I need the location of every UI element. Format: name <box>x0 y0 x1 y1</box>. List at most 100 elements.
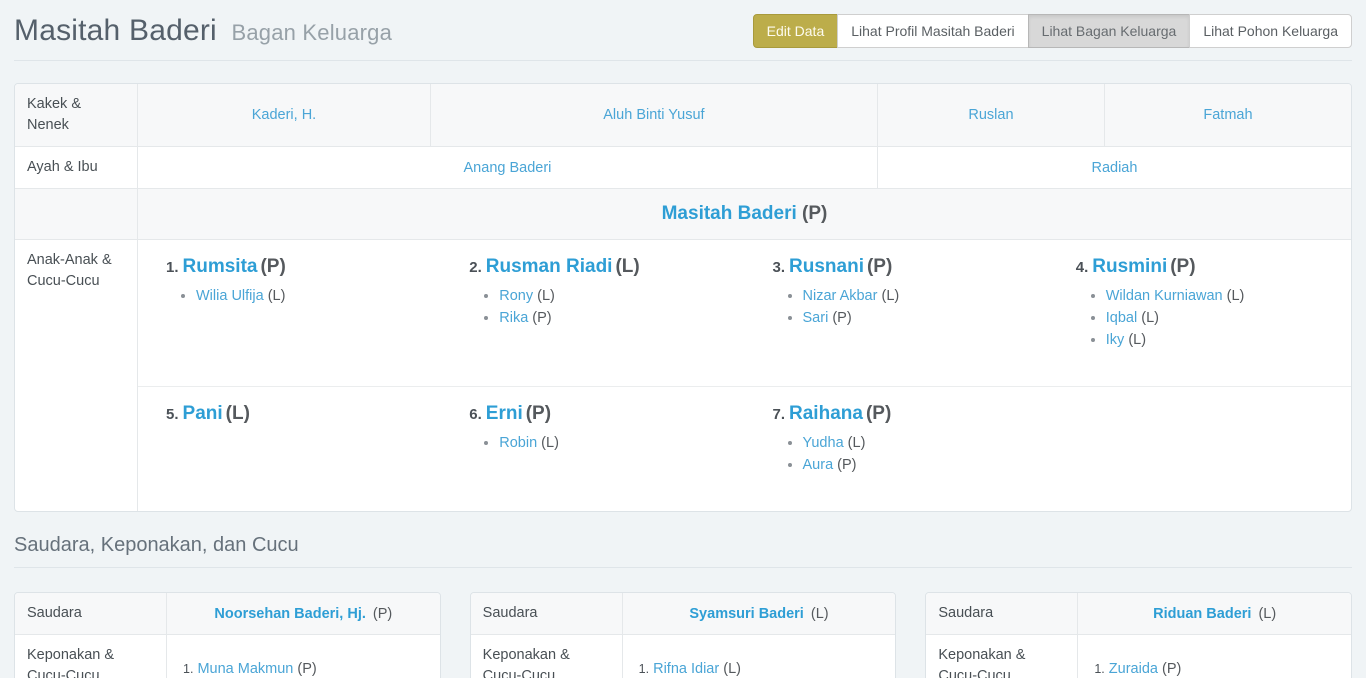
child-heading: 3. Rusnani (P) <box>773 256 1038 278</box>
grandchild-gender: (L) <box>847 435 866 451</box>
grandmother-maternal-link[interactable]: Fatmah <box>1203 107 1253 123</box>
grandchild-link[interactable]: Sari <box>802 310 829 326</box>
sibling-label: Saudara <box>926 593 1079 634</box>
grandchild-link[interactable]: Wildan Kurniawan <box>1105 288 1223 304</box>
child-block: 4.Rusmini(P) Wildan Kurniawan (L) Iqbal … <box>1048 240 1351 386</box>
sibling-card: Saudara Syamsuri Baderi (L) Keponakan & … <box>469 592 897 678</box>
sibling-link[interactable]: Riduan Baderi <box>1153 605 1252 622</box>
nephew-link[interactable]: Muna Makmun <box>197 661 294 677</box>
grandchild-item: Robin (L) <box>499 435 734 452</box>
grandfather-maternal-cell: Ruslan <box>878 84 1105 146</box>
child-heading: 7. Raihana (P) <box>773 403 1038 425</box>
grandchild-link[interactable]: Robin <box>499 435 538 451</box>
grandmother-paternal-link[interactable]: Aluh Binti Yusuf <box>603 107 705 123</box>
sibling-gender: (P) <box>372 605 393 622</box>
grandparents-label: Kakek & Nenek <box>15 84 138 146</box>
nephew-number: 1. <box>1094 662 1105 676</box>
view-tree-button[interactable]: Lihat Pohon Keluarga <box>1189 14 1352 48</box>
child-link[interactable]: Rusmini <box>1092 256 1168 277</box>
person-link[interactable]: Masitah Baderi <box>661 203 797 224</box>
nephew-label: Keponakan & Cucu-Cucu <box>15 635 167 678</box>
sibling-link[interactable]: Syamsuri Baderi <box>689 605 804 622</box>
grandchild-item: Wilia Ulfija (L) <box>196 288 431 305</box>
nephew-label: Keponakan & Cucu-Cucu <box>471 635 623 678</box>
sibling-cell: Syamsuri Baderi (L) <box>623 593 896 634</box>
child-link[interactable]: Rumsita <box>182 256 258 277</box>
page-subtitle: Bagan Keluarga <box>231 20 393 45</box>
grandchild-link[interactable]: Iky <box>1105 332 1125 348</box>
child-heading: 5. Pani (L) <box>166 403 431 425</box>
child-number: 3. <box>772 259 786 276</box>
sibling-label: Saudara <box>471 593 623 634</box>
sibling-link[interactable]: Noorsehan Baderi, Hj. <box>214 605 366 622</box>
grandchild-item: Iky (L) <box>1106 332 1341 349</box>
grandchild-link[interactable]: Rony <box>499 288 534 304</box>
grandchild-item: Rika (P) <box>499 310 734 327</box>
nephew-link[interactable]: Zuraida <box>1108 661 1158 677</box>
nephew-cell: 1.Muna Makmun (P) Nafies Luthfi (L) <box>167 635 440 678</box>
page-title: Masitah Baderi Bagan Keluarga <box>14 14 392 48</box>
grandfather-paternal-link[interactable]: Kaderi, H. <box>251 107 317 123</box>
grandchild-item: Yudha (L) <box>803 435 1038 452</box>
sibling-label: Saudara <box>15 593 167 634</box>
header-actions: Edit Data Lihat Profil Masitah Baderi Li… <box>752 14 1352 48</box>
child-block-empty <box>1047 386 1351 511</box>
sibling-gender: (L) <box>810 605 829 622</box>
view-profile-button[interactable]: Lihat Profil Masitah Baderi <box>837 14 1029 48</box>
child-number: 2. <box>469 259 482 276</box>
child-gender: (L) <box>615 256 640 277</box>
father-cell: Anang Baderi <box>138 147 878 188</box>
siblings-section-heading: Saudara, Keponakan, dan Cucu <box>14 534 1352 568</box>
child-heading: 1. Rumsita (P) <box>166 256 431 278</box>
child-link[interactable]: Rusnani <box>789 256 864 277</box>
grandchild-link[interactable]: Nizar Akbar <box>802 288 878 304</box>
grandchild-link[interactable]: Wilia Ulfija <box>196 288 264 304</box>
grandchild-link[interactable]: Rika <box>499 310 529 326</box>
nephew-item: 1.Zuraida (P) Andika Nugraha Rahman (L) <box>1094 661 1341 678</box>
grandchild-item: Iqbal (L) <box>1106 310 1341 327</box>
child-link[interactable]: Raihana <box>789 403 863 424</box>
family-chart-table: Kakek & Nenek Kaderi, H. Aluh Binti Yusu… <box>14 83 1352 512</box>
children-row: Anak-Anak & Cucu-Cucu 1.Rumsita(P) Wilia… <box>15 240 1351 511</box>
nephew-gender: (L) <box>723 661 741 677</box>
child-block: 5. Pani (L) <box>138 386 442 511</box>
child-gender: (P) <box>865 403 892 424</box>
edit-data-button[interactable]: Edit Data <box>752 14 839 48</box>
person-title: Masitah Baderi <box>14 14 217 47</box>
grandfather-maternal-link[interactable]: Ruslan <box>968 107 1014 123</box>
nephew-gender: (P) <box>297 661 317 677</box>
nephew-number: 1. <box>638 662 650 676</box>
sibling-gender: (L) <box>1258 605 1277 622</box>
child-gender: (P) <box>525 403 552 424</box>
nephew-item: 1.Rifna Idiar (L) Sari Mardiah (P) <box>639 661 886 678</box>
parents-label: Ayah & Ibu <box>15 147 138 188</box>
grandchild-gender: (L) <box>267 288 286 304</box>
nephew-link[interactable]: Rifna Idiar <box>653 661 720 677</box>
grandchild-gender: (L) <box>1141 310 1159 326</box>
grandchild-gender: (P) <box>832 310 852 326</box>
child-number: 4. <box>1075 259 1089 276</box>
child-link[interactable]: Rusman Riadi <box>485 256 613 277</box>
child-heading: 6. Erni (P) <box>469 403 734 425</box>
person-row: Masitah Baderi (P) <box>15 189 1351 240</box>
sibling-card: Saudara Noorsehan Baderi, Hj. (P) Kepona… <box>14 592 441 678</box>
child-link[interactable]: Erni <box>485 403 523 424</box>
child-block: 6.Erni(P) Robin (L) <box>441 386 745 511</box>
grandchild-link[interactable]: Yudha <box>802 435 844 451</box>
nephew-cell: 1.Zuraida (P) Andika Nugraha Rahman (L) <box>1078 635 1351 678</box>
grandmother-paternal-cell: Aluh Binti Yusuf <box>431 84 878 146</box>
children-grid: 1.Rumsita(P) Wilia Ulfija (L) 2.Rusman R… <box>138 240 1351 511</box>
grandchild-item: Rony (L) <box>499 288 734 305</box>
grandchild-link[interactable]: Aura <box>802 457 834 473</box>
father-link[interactable]: Anang Baderi <box>463 159 552 176</box>
nephew-item: 1.Muna Makmun (P) Nafies Luthfi (L) <box>183 661 430 678</box>
view-chart-button[interactable]: Lihat Bagan Keluarga <box>1027 14 1191 48</box>
child-gender: (P) <box>260 256 286 277</box>
grandchild-item: Aura (P) <box>803 457 1038 474</box>
grandchild-link[interactable]: Iqbal <box>1105 310 1138 326</box>
grandchild-gender: (L) <box>881 288 900 304</box>
grandchild-gender: (L) <box>537 288 555 304</box>
child-block: 2.Rusman Riadi(L) Rony (L) Rika (P) <box>441 240 744 386</box>
mother-link[interactable]: Radiah <box>1091 159 1138 176</box>
child-link[interactable]: Pani <box>182 403 223 424</box>
